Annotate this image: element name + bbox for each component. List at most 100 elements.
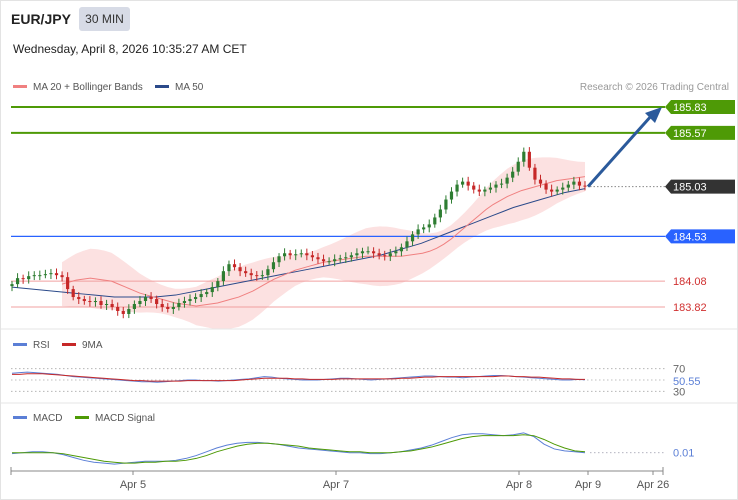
candle [422, 224, 426, 234]
candle [561, 182, 565, 195]
candle [193, 293, 198, 303]
candle-body [38, 275, 42, 277]
support-price-tag: 184.53 [665, 229, 735, 244]
candle [316, 252, 320, 264]
candle-body [305, 253, 309, 256]
candle [533, 163, 537, 185]
candle [27, 271, 31, 284]
candle [121, 306, 125, 319]
candle-body [277, 256, 281, 263]
candle [54, 268, 59, 280]
candle-body [555, 189, 559, 192]
candle [99, 296, 103, 309]
candle [127, 304, 131, 319]
candle-body [77, 297, 81, 300]
candle [93, 297, 98, 307]
candle [516, 157, 520, 176]
candle-body [249, 273, 253, 276]
candle [138, 296, 142, 308]
candle [505, 173, 509, 189]
candle [366, 246, 370, 255]
candle [177, 298, 181, 311]
bollinger-band [62, 157, 585, 330]
candle [216, 278, 220, 292]
time-tick-label: Apr 7 [323, 479, 349, 491]
candle [321, 254, 326, 266]
candle-body [238, 267, 242, 272]
rsi-current-label: 50.55 [673, 376, 701, 388]
candle [255, 271, 259, 281]
candle-body [488, 187, 493, 190]
candle-body [449, 191, 454, 200]
candle [550, 184, 554, 197]
candle-body [499, 183, 504, 185]
candle [299, 249, 303, 258]
candle [499, 178, 504, 189]
time-tick-label: Apr 26 [637, 479, 669, 491]
level-label: 183.82 [673, 302, 707, 314]
resistance-price-tag: 185.83 [665, 100, 735, 114]
candle [38, 270, 42, 281]
candle-body [316, 257, 320, 260]
rsi-legend-swatch [13, 343, 27, 346]
rsi-legend-label: RSI [33, 340, 50, 351]
candle-body [399, 247, 404, 252]
timeframe-button[interactable]: 30 MIN [79, 7, 130, 31]
candle-body [321, 259, 326, 262]
candle-body [338, 258, 342, 260]
candle [10, 281, 14, 292]
ma50-line [11, 188, 586, 298]
candle-body [294, 254, 298, 256]
ma50-legend-swatch [155, 85, 169, 88]
macd-legend-swatch [13, 416, 27, 419]
candle-body [483, 189, 487, 192]
candle [155, 295, 159, 309]
candle [205, 288, 209, 298]
candle [527, 147, 531, 171]
candle [377, 248, 381, 260]
candle [577, 177, 582, 191]
support-tag-bg [665, 229, 735, 244]
candle [110, 299, 114, 311]
resistance-tag-label: 185.57 [673, 128, 707, 140]
candle [327, 257, 331, 265]
candle-body [205, 292, 209, 295]
candle-body [299, 253, 303, 255]
candle-body [461, 181, 465, 185]
candle [188, 294, 192, 306]
candle-body [116, 307, 120, 311]
symbol-title: EUR/JPY [11, 11, 71, 27]
candle [88, 296, 92, 307]
candle-body [88, 301, 92, 303]
time-axis: Apr 5 Apr 7 Apr 8 Apr 9 Apr 26 [10, 467, 669, 491]
candle [221, 266, 225, 286]
candle [466, 176, 470, 191]
candle-body [266, 269, 270, 276]
candle-body [282, 253, 287, 257]
candle [132, 300, 136, 314]
candle [488, 182, 493, 194]
level-label: 184.08 [673, 276, 707, 288]
candle-body [516, 161, 520, 172]
candle [199, 289, 203, 302]
candle-body [349, 255, 353, 258]
candle-body [472, 185, 476, 190]
candle-body [427, 224, 431, 228]
candle-body [188, 299, 192, 302]
time-tick-label: Apr 8 [506, 479, 532, 491]
candle [182, 296, 187, 308]
candle-body [505, 177, 509, 184]
candle [282, 248, 287, 261]
candle [338, 254, 342, 263]
candle [160, 299, 164, 312]
support-tag-label: 184.53 [673, 231, 707, 243]
candle-body [166, 307, 170, 309]
candle-body [71, 289, 75, 298]
candle-body [227, 264, 231, 272]
rsi-tick-label: 30 [673, 386, 685, 398]
candle-body [182, 301, 187, 304]
candle [349, 252, 353, 262]
candle [410, 231, 415, 246]
candle [522, 147, 526, 167]
